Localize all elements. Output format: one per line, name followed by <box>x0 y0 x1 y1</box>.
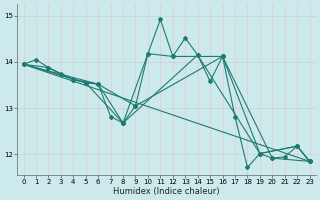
X-axis label: Humidex (Indice chaleur): Humidex (Indice chaleur) <box>113 187 220 196</box>
